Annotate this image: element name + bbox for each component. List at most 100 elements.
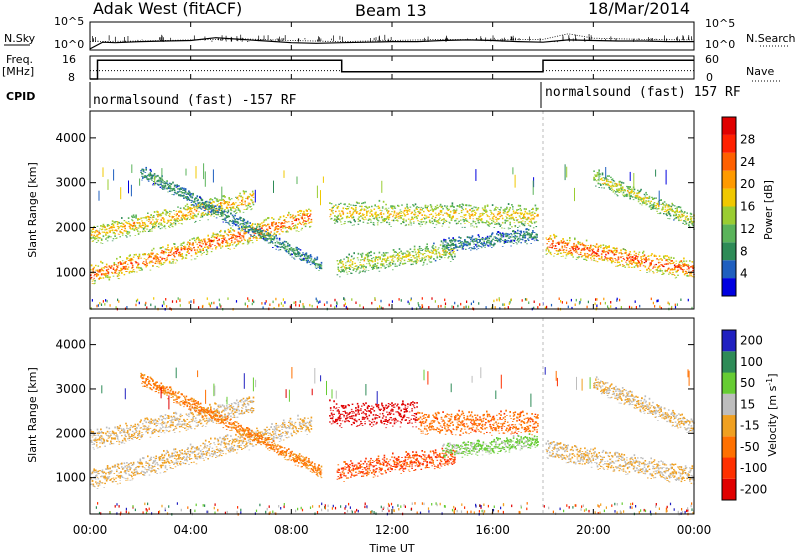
power-cell [352, 208, 355, 211]
power-cell [247, 242, 250, 244]
power-cell [331, 207, 334, 210]
power-cell [183, 198, 185, 199]
power-cell [503, 209, 506, 212]
power-cell [415, 261, 418, 263]
power-cell [230, 210, 233, 212]
power-cell [478, 235, 480, 238]
power-cell [282, 220, 285, 221]
power-cell [425, 217, 428, 219]
power-cell [689, 275, 691, 277]
power-cell [131, 270, 134, 272]
power-cell [155, 225, 157, 227]
power-cell [372, 257, 375, 259]
power-cell [504, 241, 506, 243]
power-cell [239, 202, 241, 204]
power-cell [190, 259, 193, 261]
power-cell [370, 250, 372, 253]
power-cell [193, 204, 195, 206]
power-cell [371, 260, 374, 263]
power-cell [91, 231, 94, 233]
power-cell [397, 257, 399, 259]
power-cell [405, 224, 407, 226]
power-cell [385, 267, 387, 268]
power-cell [181, 253, 183, 255]
power-cell [662, 273, 664, 275]
power-cell [553, 247, 556, 250]
power-cell [345, 208, 348, 210]
power-cell [548, 241, 550, 242]
power-cell [123, 267, 126, 269]
power-cell [575, 245, 578, 247]
power-cell [532, 217, 535, 220]
power-cell [518, 240, 521, 241]
power-cell [637, 253, 640, 256]
power-cell [420, 221, 423, 223]
power-cell [178, 253, 180, 256]
power-cell [120, 225, 122, 228]
power-cell [420, 206, 423, 208]
power-cell [227, 203, 230, 206]
power-cell [401, 252, 403, 255]
power-cell [579, 254, 582, 255]
power-cell [515, 236, 517, 238]
power-cell [507, 240, 510, 242]
power-cell [245, 224, 247, 226]
power-cell [557, 253, 559, 255]
power-cell [398, 248, 401, 250]
power-cell [525, 240, 527, 242]
power-cell [144, 216, 147, 219]
power-cell [581, 242, 584, 245]
power-cell [147, 173, 150, 176]
power-cell [139, 226, 142, 228]
power-cell [291, 249, 293, 251]
power-cell [683, 260, 685, 263]
power-cell [242, 235, 245, 237]
power-cell [683, 264, 686, 266]
power-cell [630, 260, 632, 262]
power-cell [163, 262, 166, 264]
power-cell [386, 221, 388, 224]
power-cell [300, 210, 303, 213]
power-cell [297, 255, 299, 257]
power-cell [141, 179, 143, 181]
power-cell [517, 219, 519, 221]
power-cell [576, 252, 579, 254]
power-cell [212, 211, 215, 213]
power-cell [154, 182, 157, 185]
power-cell [351, 262, 354, 264]
power-cell [512, 212, 515, 214]
power-cell [281, 245, 283, 248]
power-cell [377, 256, 380, 259]
power-cell [656, 258, 658, 260]
power-cell [486, 244, 489, 246]
power-cell [239, 241, 241, 243]
power-cell [461, 216, 464, 218]
power-cell [90, 272, 93, 274]
power-cell [496, 220, 498, 222]
power-cell [416, 206, 418, 208]
power-cell [177, 206, 179, 208]
power-cell [162, 211, 164, 214]
power-cell [283, 244, 286, 246]
power-cell [242, 204, 245, 206]
power-cell [631, 258, 634, 260]
power-cell [410, 257, 413, 258]
power-cell [388, 262, 391, 264]
power-cell [637, 195, 639, 197]
power-cell [262, 233, 265, 235]
power-cell [685, 260, 688, 262]
power-cell [176, 249, 178, 252]
power-cell [548, 246, 551, 248]
power-cell [213, 207, 215, 209]
power-cell [602, 183, 605, 186]
power-cell [113, 262, 116, 264]
power-cell [534, 213, 537, 214]
power-cell [383, 265, 386, 267]
power-cell [139, 231, 142, 233]
power-cell [532, 236, 534, 238]
power-cell [522, 215, 525, 217]
power-cell [426, 207, 428, 208]
power-cell [677, 274, 679, 276]
power-cell [459, 245, 462, 247]
power-cell [227, 209, 230, 211]
